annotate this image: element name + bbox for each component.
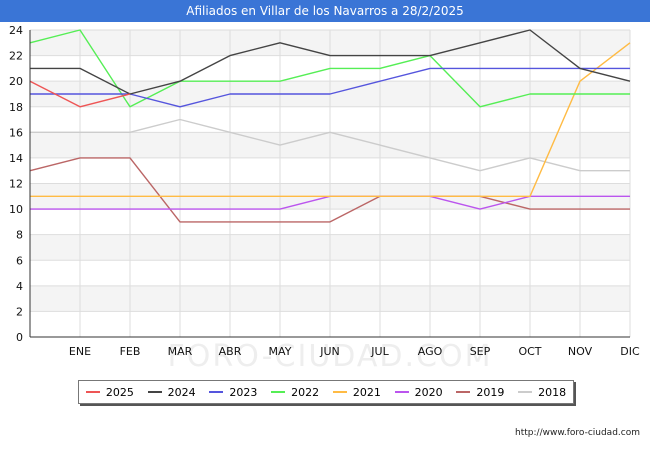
legend-swatch <box>518 391 533 393</box>
legend-item-2025: 2025 <box>85 385 134 399</box>
legend-swatch <box>209 391 224 393</box>
x-tick-label: MAR <box>168 345 193 358</box>
x-tick-label: ABR <box>219 345 242 358</box>
series-line-2025 <box>29 80 131 108</box>
legend-item-2022: 2022 <box>271 386 319 399</box>
series-line-2021 <box>30 42 631 198</box>
legend-label: 2025 <box>105 385 134 399</box>
x-tick-label: DIC <box>620 345 640 358</box>
y-tick-label: 12 <box>9 178 23 191</box>
legend-item-2019: 2019 <box>456 386 504 399</box>
series-line-2018 <box>30 118 630 172</box>
x-tick-label: AGO <box>418 345 443 358</box>
x-tick-label: FEB <box>120 345 141 358</box>
x-tick-label: MAY <box>269 345 292 358</box>
legend-label: 2019 <box>476 385 505 399</box>
y-tick-label: 14 <box>9 152 23 165</box>
x-tick-label: JUN <box>319 345 340 358</box>
legend-label: 2022 <box>291 385 320 399</box>
y-tick-label: 2 <box>16 305 23 318</box>
x-tick-label: OCT <box>518 345 541 358</box>
y-tick-label: 24 <box>9 24 23 37</box>
legend-item-2021: 2021 <box>332 385 381 399</box>
x-tick-labels: ENE FEB MAR ABR MAY JUN JUL AGO SEP OCT NOV DIC <box>69 345 640 358</box>
y-tick-label: 6 <box>16 254 23 267</box>
x-tick-label: NOV <box>568 345 593 358</box>
legend-label: 2021 <box>352 385 381 399</box>
legend-label: 2024 <box>167 385 196 399</box>
series-line-2022 <box>29 29 630 108</box>
x-tick-label: ENE <box>69 345 91 358</box>
chart-title: Afiliados en Villar de los Navarros a 28… <box>0 0 650 22</box>
legend-swatch <box>456 391 471 393</box>
legend-swatch <box>394 391 409 393</box>
y-tick-label: 22 <box>9 50 23 63</box>
legend-label: 2023 <box>229 385 258 399</box>
x-tick-label: JUL <box>370 345 389 358</box>
watermark: FORO-CIUDAD.COM <box>168 339 493 374</box>
legend-swatch <box>85 391 100 393</box>
y-tick-label: 4 <box>16 280 23 293</box>
axes <box>29 30 630 338</box>
y-tick-label: 0 <box>16 331 23 344</box>
y-tick-label: 8 <box>16 229 23 242</box>
legend-item-2023: 2023 <box>209 386 257 399</box>
legend-swatch <box>332 391 347 393</box>
series-lines <box>29 29 631 223</box>
legend-item-2024: 2024 <box>147 385 196 399</box>
legend: 2025 2024 2023 2022 2021 2020 2019 2018 <box>78 380 574 404</box>
legend-item-2018: 2018 <box>518 386 566 399</box>
legend-label: 2018 <box>538 385 567 399</box>
series-line-2019 <box>29 157 630 223</box>
legend-swatch <box>147 391 162 393</box>
x-tick-label: SEP <box>470 345 491 358</box>
y-tick-label: 16 <box>9 126 23 139</box>
source-url: http://www.foro-ciudad.com <box>515 428 640 438</box>
legend-label: 2020 <box>414 385 443 399</box>
legend-swatch <box>271 391 286 393</box>
legend-item-2020: 2020 <box>394 385 443 399</box>
y-tick-label: 20 <box>9 75 23 88</box>
y-tick-label: 18 <box>9 101 23 114</box>
y-tick-label: 10 <box>9 203 23 216</box>
